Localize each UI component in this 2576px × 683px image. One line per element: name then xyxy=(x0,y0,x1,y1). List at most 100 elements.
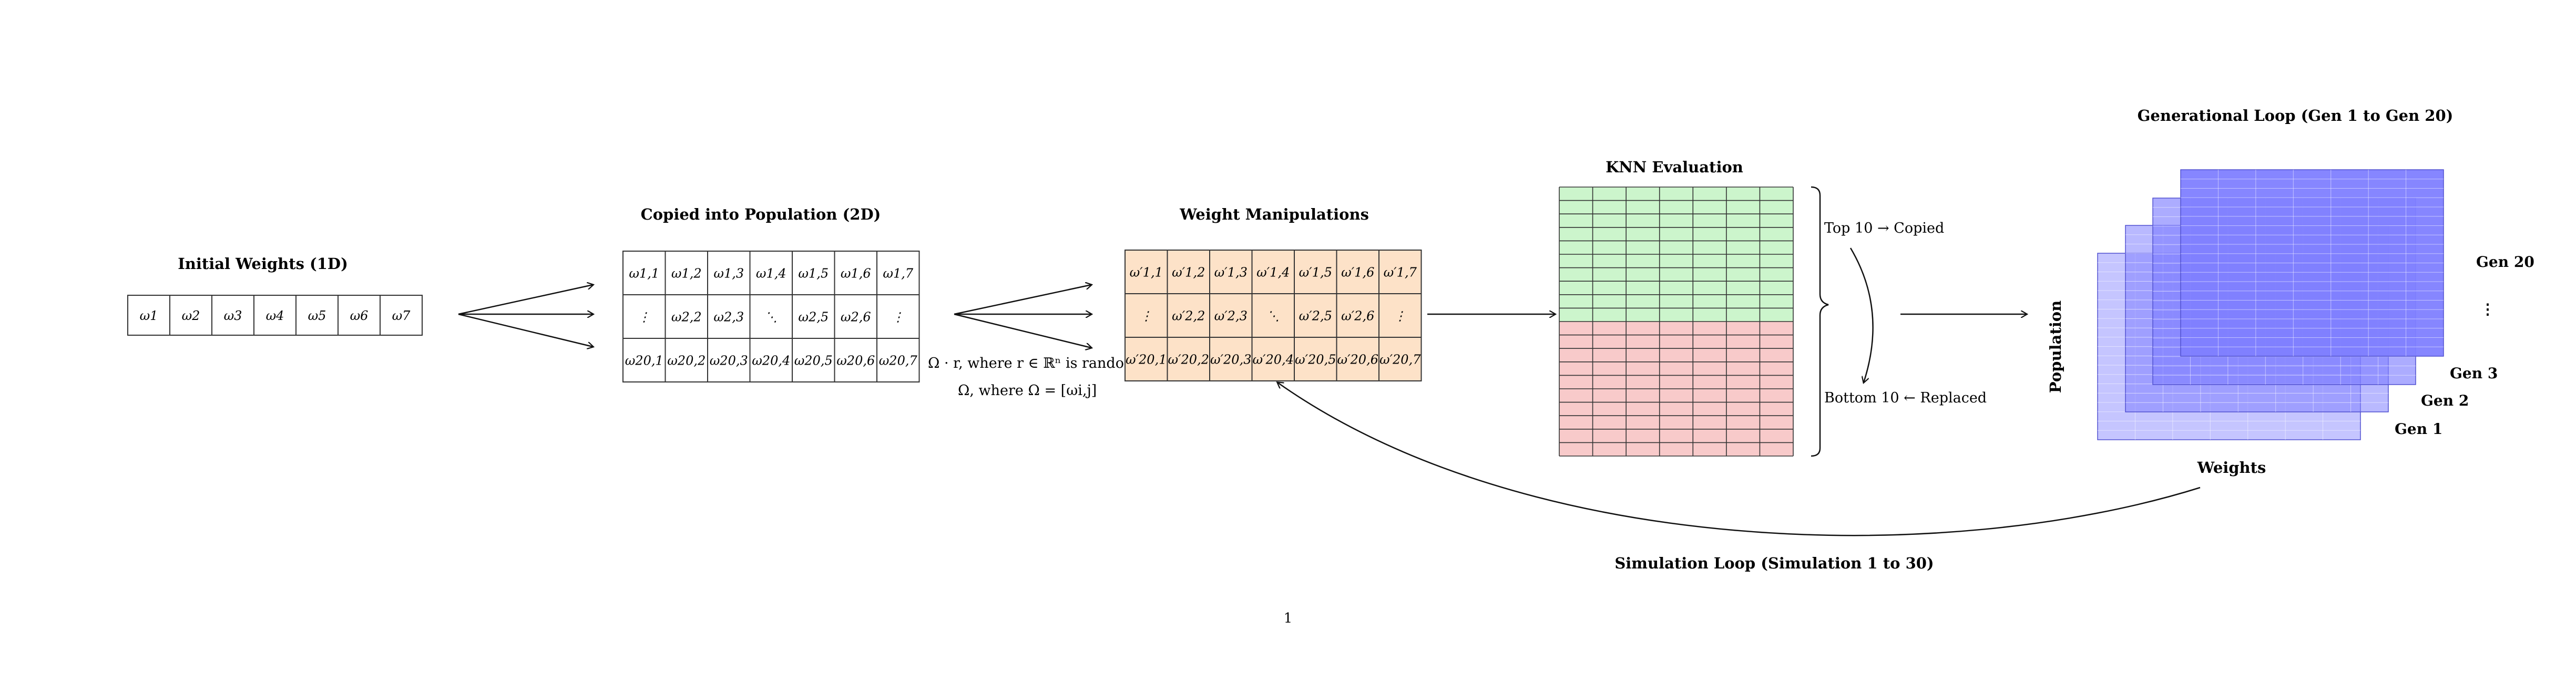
manipulated-matrix: ω′1,1 ω′1,2 ω′1,3 ω′1,4 ω′1,5 ω′1,6 ω′1,7 ⋮ ω′2,… xyxy=(1125,250,1422,381)
manipulated-label: ω′2,6 xyxy=(1341,309,1374,324)
initial-weight-label: ω6 xyxy=(350,308,369,323)
population-label: ⋱ xyxy=(765,310,778,325)
copy-arrow-top xyxy=(458,285,593,315)
manipulated-cell xyxy=(1378,293,1422,338)
population-label: ω1,3 xyxy=(713,266,744,281)
knn-braces xyxy=(1811,186,1829,457)
manipulated-label: ⋮ xyxy=(1394,309,1406,324)
initial-weight-cell xyxy=(338,295,381,336)
population-label: ω2,5 xyxy=(798,310,829,325)
generation-layer xyxy=(2180,169,2444,357)
population-axis-label: Population xyxy=(2047,301,2064,393)
manipulated-label: ω′20,2 xyxy=(1168,353,1209,367)
population-cell xyxy=(876,251,920,295)
population-label: ω1,6 xyxy=(841,266,871,281)
population-cell xyxy=(622,294,666,339)
simulation-loop-arrow xyxy=(1277,382,2201,536)
simulation-loop-title: Simulation Loop (Simulation 1 to 30) xyxy=(1614,554,1934,572)
population-cell xyxy=(665,251,708,295)
initial-weight-cell xyxy=(295,295,339,336)
top-ten-label: Top 10 → Copied xyxy=(1824,220,1944,236)
initial-weight-label: ω2 xyxy=(182,308,200,323)
manipulated-cell xyxy=(1378,250,1422,294)
population-label: ω20,3 xyxy=(710,354,748,368)
manipulated-cell xyxy=(1378,337,1422,381)
manipulated-label: ω′20,1 xyxy=(1126,353,1167,367)
population-label: ω2,6 xyxy=(841,310,871,325)
brace-right xyxy=(1811,186,1829,457)
population-cell xyxy=(834,251,877,295)
copy-arrow-bottom xyxy=(458,313,593,347)
manipulated-label: ω′20,4 xyxy=(1253,353,1294,367)
initial-weight-label: ω1 xyxy=(140,308,158,323)
manipulated-label: ω′2,5 xyxy=(1299,309,1332,324)
manipulated-label: ω′1,3 xyxy=(1214,265,1248,280)
generation-ellipsis: ⋮ xyxy=(2480,301,2495,318)
generation-label: Gen 2 xyxy=(2421,392,2469,409)
population-label: ω1,4 xyxy=(756,266,786,281)
initial-weight-cell xyxy=(127,295,170,336)
manipulated-label: ⋮ xyxy=(1140,309,1152,324)
manipulated-label: ⋱ xyxy=(1267,309,1280,324)
population-matrix: ω1,1 ω1,2 ω1,3 ω1,4 ω1,5 ω1,6 ω1,7 ⋮ ω2,2 ω2,3 ⋱ ω2… xyxy=(622,251,920,382)
formula-random-vector: Ω · r, where r ∈ ℝⁿ is random xyxy=(928,355,1138,371)
initial-weights-title: Initial Weights (1D) xyxy=(178,255,348,273)
population-label: ω20,1 xyxy=(625,354,663,368)
manipulated-cell xyxy=(1294,293,1337,338)
population-cell xyxy=(792,338,835,382)
population-cell xyxy=(834,338,877,382)
replace-curve-arrow xyxy=(1849,247,1874,382)
manipulated-label: ω′1,4 xyxy=(1256,265,1290,280)
population-cell xyxy=(792,294,835,339)
population-label: ω2,3 xyxy=(713,310,744,325)
initial-weight-label: ω7 xyxy=(392,308,411,323)
population-label: ω20,4 xyxy=(752,354,790,368)
manipulated-label: ω′20,7 xyxy=(1379,353,1421,367)
population-label: ⋮ xyxy=(638,310,650,325)
manipulated-label: ω′1,1 xyxy=(1130,265,1163,280)
population-label: ω1,5 xyxy=(798,266,829,281)
manipulated-cell xyxy=(1167,250,1210,294)
population-label: ω20,2 xyxy=(667,354,706,368)
initial-weights-row: ω1 ω2 ω3 ω4 ω5 ω6 ω7 xyxy=(127,295,423,336)
formula-omega: Ω, where Ω = [ωi,j] xyxy=(958,382,1097,399)
manipulated-label: ω′1,7 xyxy=(1384,265,1417,280)
population-label: ω20,6 xyxy=(836,354,875,368)
manipulations-title: Weight Manipulations xyxy=(1179,205,1369,223)
page-number: 1 xyxy=(1284,610,1293,626)
manipulated-label: ω′20,6 xyxy=(1337,353,1378,367)
population-label: ⋮ xyxy=(892,310,904,325)
manipulated-label: ω′2,3 xyxy=(1214,309,1248,324)
population-cell xyxy=(707,338,751,382)
generational-loop-title: Generational Loop (Gen 1 to Gen 20) xyxy=(2138,107,2454,125)
knn-title: KNN Evaluation xyxy=(1606,158,1743,176)
initial-weight-cell xyxy=(169,295,212,336)
population-title: Copied into Population (2D) xyxy=(641,205,881,223)
manipulated-cell xyxy=(1336,337,1379,381)
population-cell xyxy=(749,294,793,339)
manip-arrow-top xyxy=(954,285,1091,315)
population-cell xyxy=(749,251,793,295)
manipulated-cell xyxy=(1209,337,1253,381)
population-label: ω20,5 xyxy=(794,354,833,368)
manipulated-label: ω′2,2 xyxy=(1172,309,1205,324)
manipulated-cell xyxy=(1125,293,1168,338)
bottom-ten-label: Bottom 10 ← Replaced xyxy=(1824,390,1987,406)
manipulated-cell xyxy=(1336,293,1379,338)
population-label: ω2,2 xyxy=(671,310,702,325)
generation-label: Gen 20 xyxy=(2476,253,2534,271)
initial-weight-label: ω3 xyxy=(224,308,242,323)
population-label: ω1,1 xyxy=(629,266,659,281)
copy-arrows xyxy=(458,285,593,347)
manipulated-cell xyxy=(1167,337,1210,381)
generation-stack: Gen 1 Gen 2 Gen 3 ⋮ Gen 20 xyxy=(2097,169,2534,440)
manip-arrow-bottom xyxy=(954,313,1091,348)
population-label: ω1,7 xyxy=(883,266,913,281)
manipulated-label: ω′1,6 xyxy=(1341,265,1374,280)
population-label: ω20,7 xyxy=(879,354,918,368)
population-cell xyxy=(876,338,920,382)
manipulated-cell xyxy=(1251,337,1295,381)
manipulated-cell xyxy=(1294,250,1337,294)
generation-label: Gen 1 xyxy=(2395,420,2442,438)
